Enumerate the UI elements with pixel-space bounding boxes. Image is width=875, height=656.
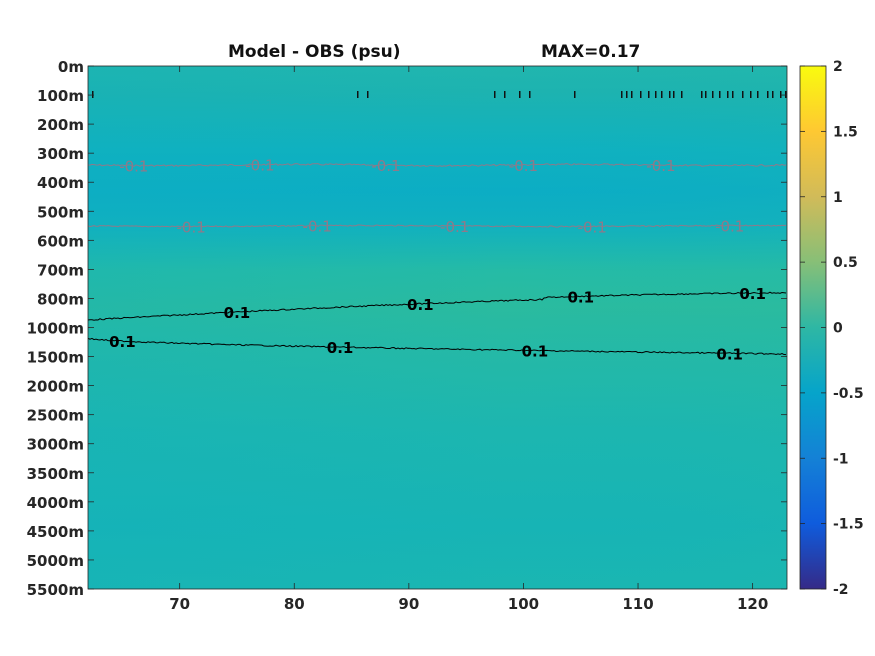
contour-label: 0.1 bbox=[224, 304, 251, 322]
colorbar-tick-label: 0.5 bbox=[833, 255, 858, 271]
surface-speck bbox=[712, 91, 714, 98]
x-tick-label: 120 bbox=[737, 595, 768, 613]
surface-noise-marks bbox=[92, 91, 787, 98]
surface-speck bbox=[92, 91, 94, 98]
colorbar-tick-label: 0 bbox=[833, 321, 843, 337]
y-tick-label: 200m bbox=[37, 116, 84, 134]
y-tick-label: 2500m bbox=[27, 407, 84, 425]
y-tick-label: 3000m bbox=[27, 436, 84, 454]
colorbar-tick-label: -1 bbox=[833, 451, 849, 467]
surface-speck bbox=[767, 91, 769, 98]
colorbar-tick-label: 2 bbox=[833, 59, 843, 75]
surface-speck bbox=[529, 91, 531, 98]
colorbar-tick-label: -1.5 bbox=[833, 517, 864, 533]
x-tick-label: 90 bbox=[398, 595, 419, 613]
x-axis: 70 80 90 100 110 120 bbox=[169, 66, 768, 613]
contour-lines bbox=[87, 163, 787, 356]
y-tick-label: 600m bbox=[37, 232, 84, 250]
contour-label: -0.1 bbox=[440, 218, 469, 236]
contour-label: -0.1 bbox=[646, 157, 675, 175]
surface-speck bbox=[648, 91, 650, 98]
colorbar-tick-label: 1 bbox=[833, 190, 843, 206]
surface-speck bbox=[621, 91, 623, 98]
surface-speck bbox=[785, 91, 787, 98]
y-tick-label: 1500m bbox=[27, 349, 84, 367]
contour-label: 0.1 bbox=[739, 285, 766, 303]
colorbar: 2 1.5 1 0.5 0 -0.5 -1 -1.5 -2 bbox=[799, 59, 864, 598]
contour-label: -0.1 bbox=[371, 157, 400, 175]
y-tick-label: 5500m bbox=[27, 581, 84, 599]
x-tick-label: 70 bbox=[169, 595, 190, 613]
contour-label: -0.1 bbox=[245, 157, 274, 175]
colorbar-tick-label: 1.5 bbox=[833, 124, 858, 140]
x-tick-label: 100 bbox=[508, 595, 539, 613]
contour-label: 0.1 bbox=[716, 345, 743, 363]
surface-speck bbox=[367, 91, 369, 98]
colorbar-tick-label: -0.5 bbox=[833, 386, 864, 402]
surface-speck bbox=[772, 91, 774, 98]
surface-speck bbox=[719, 91, 721, 98]
y-tick-label: 500m bbox=[37, 203, 84, 221]
contour-line bbox=[87, 291, 787, 321]
surface-speck bbox=[705, 91, 707, 98]
contour-label: -0.1 bbox=[176, 218, 205, 236]
surface-speck bbox=[640, 91, 642, 98]
contour-label: 0.1 bbox=[522, 343, 549, 361]
y-tick-label: 4000m bbox=[27, 494, 84, 512]
surface-speck bbox=[631, 91, 633, 98]
contour-label: -0.1 bbox=[303, 218, 332, 236]
contour-label: 0.1 bbox=[407, 296, 434, 314]
colorbar-ticks: 2 1.5 1 0.5 0 -0.5 -1 -1.5 -2 bbox=[800, 59, 864, 598]
y-axis: 0m 100m 200m 300m 400m 500m 600m 700m 800m 1000m 1… bbox=[27, 58, 787, 599]
contour-label: 0.1 bbox=[327, 339, 354, 357]
y-tick-label: 3500m bbox=[27, 465, 84, 483]
surface-speck bbox=[780, 91, 782, 98]
contour-line bbox=[87, 224, 787, 228]
heatmap-field bbox=[88, 66, 787, 589]
surface-speck bbox=[757, 91, 759, 98]
contour-label: -0.1 bbox=[119, 158, 148, 176]
contour-label: 0.1 bbox=[109, 333, 136, 351]
surface-speck bbox=[727, 91, 729, 98]
surface-speck bbox=[669, 91, 671, 98]
y-tick-label: 300m bbox=[37, 145, 84, 163]
surface-speck bbox=[504, 91, 506, 98]
y-tick-label: 800m bbox=[37, 290, 84, 308]
surface-speck bbox=[750, 91, 752, 98]
y-tick-label: 5000m bbox=[27, 552, 84, 570]
surface-speck bbox=[494, 91, 496, 98]
x-tick-label: 110 bbox=[622, 595, 653, 613]
y-tick-label: 1000m bbox=[27, 320, 84, 338]
surface-speck bbox=[357, 91, 359, 98]
contour-line bbox=[87, 337, 787, 356]
surface-speck bbox=[681, 91, 683, 98]
surface-speck bbox=[519, 91, 521, 98]
surface-speck bbox=[701, 91, 703, 98]
y-tick-label: 100m bbox=[37, 87, 84, 105]
colorbar-tick-label: -2 bbox=[833, 582, 849, 598]
y-tick-label: 4500m bbox=[27, 523, 84, 541]
contour-label: -0.1 bbox=[578, 218, 607, 236]
surface-speck bbox=[661, 91, 663, 98]
y-tick-label: 700m bbox=[37, 261, 84, 279]
surface-speck bbox=[732, 91, 734, 98]
surface-speck bbox=[742, 91, 744, 98]
surface-speck bbox=[673, 91, 675, 98]
contour-label: -0.1 bbox=[715, 218, 744, 236]
contour-labels: -0.1 -0.1 -0.1 -0.1 -0.1 -0.1 -0.1 -0.1 -0.1 -0.1… bbox=[109, 157, 766, 364]
contour-label: 0.1 bbox=[567, 288, 594, 306]
y-tick-label: 2000m bbox=[27, 378, 84, 396]
max-annotation: MAX=0.17 bbox=[541, 42, 641, 62]
contour-line bbox=[87, 163, 787, 167]
y-tick-label: 400m bbox=[37, 174, 84, 192]
surface-speck bbox=[655, 91, 657, 98]
y-tick-label: 0m bbox=[58, 58, 84, 76]
chart-title: Model - OBS (psu) bbox=[228, 42, 401, 62]
surface-speck bbox=[626, 91, 628, 98]
surface-speck bbox=[574, 91, 576, 98]
x-tick-label: 80 bbox=[284, 595, 305, 613]
contour-label: -0.1 bbox=[509, 157, 538, 175]
